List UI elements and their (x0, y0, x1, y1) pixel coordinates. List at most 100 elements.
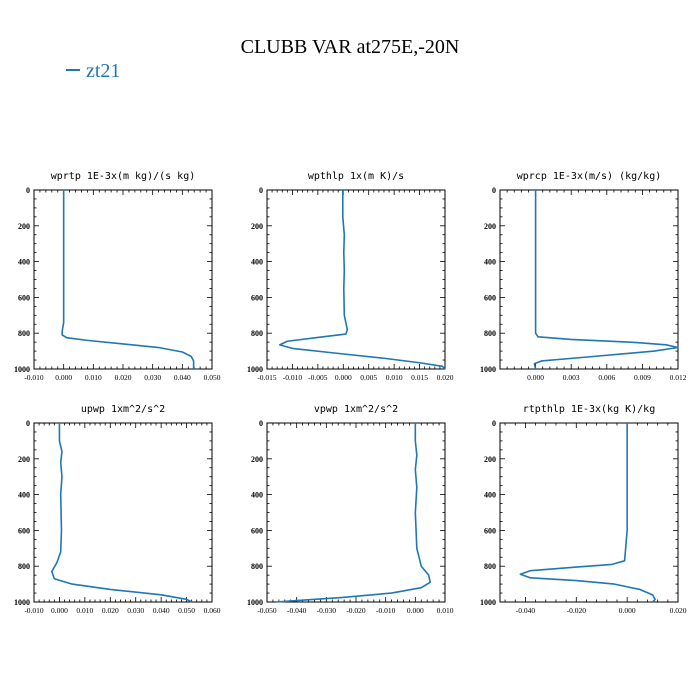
panel-title: rtpthlp 1E-3x(kg K)/kg (523, 404, 655, 415)
x-tick-label: -0.040 (287, 606, 307, 615)
legend-line-swatch (66, 69, 80, 72)
plot-frame (499, 422, 679, 603)
x-tick-label: -0.010 (283, 373, 303, 382)
x-tick-label: -0.010 (376, 606, 396, 615)
x-tick-label: -0.040 (516, 606, 536, 615)
x-tick-label: 0.020 (670, 606, 687, 615)
y-tick-label: 400 (484, 258, 496, 267)
panel-title: wprtp 1E-3x(m kg)/(s kg) (51, 171, 196, 182)
y-tick-label: 400 (18, 258, 30, 267)
y-tick-label: 1000 (480, 365, 496, 374)
y-tick-label: 400 (484, 491, 496, 500)
x-tick-label: 0.015 (411, 373, 428, 382)
y-tick-label: 200 (484, 222, 496, 231)
x-tick-label: 0.010 (386, 373, 403, 382)
x-tick-label: 0.012 (670, 373, 687, 382)
y-tick-label: 0 (492, 419, 496, 428)
y-tick-label: 800 (484, 329, 496, 338)
panel-1: wprtp 1E-3x(m kg)/(s kg) 0 200 400 600 800 100… (14, 171, 221, 382)
y-tick-label: 800 (251, 329, 263, 338)
panel-title: wpthlp 1x(m K)/s (308, 171, 404, 182)
y-tick-label: 600 (251, 293, 263, 302)
y-tick-label: 400 (18, 491, 30, 500)
page-title: CLUBB VAR at275E,-20N (240, 36, 460, 58)
series-line (61, 190, 195, 369)
y-tick-label: 0 (259, 186, 263, 195)
x-tick-label: 0.040 (174, 373, 191, 382)
y-tick-label: 600 (18, 526, 30, 535)
x-tick-label: 0.000 (55, 373, 72, 382)
panel-title: vpwp 1xm^2/s^2 (314, 404, 398, 415)
y-tick-label: 1000 (480, 598, 496, 607)
series-line (50, 423, 193, 603)
panel-5: vpwp 1xm^2/s^2 0 200 400 600 800 1000-0.050 -0.… (247, 404, 454, 615)
y-tick-label: 0 (26, 419, 30, 428)
x-tick-label: 0.050 (178, 606, 195, 615)
y-tick-label: 200 (484, 455, 496, 464)
y-tick-label: 200 (18, 222, 30, 231)
panel-3: wprcp 1E-3x(m/s) (kg/kg) 0 200 400 600 800 100… (480, 171, 687, 382)
y-tick-label: 800 (18, 562, 30, 571)
y-tick-label: 800 (251, 562, 263, 571)
y-tick-label: 600 (484, 526, 496, 535)
x-tick-label: 0.005 (360, 373, 377, 382)
x-tick-label: -0.005 (308, 373, 328, 382)
plot-frame (266, 189, 446, 370)
plot-frame (266, 422, 446, 603)
legend-label: zt21 (86, 60, 121, 82)
y-tick-label: 0 (259, 419, 263, 428)
panel-title: upwp 1xm^2/s^2 (81, 404, 165, 415)
y-tick-label: 400 (251, 258, 263, 267)
x-tick-label: -0.030 (317, 606, 337, 615)
x-tick-label: -0.020 (346, 606, 366, 615)
y-tick-label: 1000 (14, 365, 30, 374)
y-tick-label: 600 (484, 293, 496, 302)
x-tick-label: 0.010 (85, 373, 102, 382)
panel-2: wpthlp 1x(m K)/s02004006008001000-0.015-… (247, 171, 454, 382)
x-tick-label: 0.000 (619, 606, 636, 615)
x-tick-label: 0.060 (204, 606, 221, 615)
plot-frame (499, 189, 679, 370)
y-tick-label: 200 (251, 222, 263, 231)
series-line (519, 423, 656, 603)
x-tick-label: 0.003 (563, 373, 580, 382)
x-tick-label: 0.030 (127, 606, 144, 615)
x-tick-label: 0.006 (598, 373, 615, 382)
y-tick-label: 1000 (14, 598, 30, 607)
x-tick-label: 0.020 (115, 373, 132, 382)
y-tick-label: 200 (18, 455, 30, 464)
x-tick-label: 0.020 (437, 373, 454, 382)
y-tick-label: 1000 (247, 365, 263, 374)
x-tick-label: -0.020 (567, 606, 587, 615)
series-line (533, 190, 679, 370)
x-tick-label: -0.050 (257, 606, 277, 615)
x-tick-label: -0.010 (24, 373, 44, 382)
panel-6: rtpthlp 1E-3x(kg K)/kg 0 200 400 600 800 1000 -… (480, 404, 687, 615)
y-tick-label: 400 (251, 491, 263, 500)
x-tick-label: 0.000 (51, 606, 68, 615)
y-tick-label: 600 (18, 293, 30, 302)
x-tick-label: 0.030 (144, 373, 161, 382)
x-tick-label: -0.010 (24, 606, 44, 615)
x-tick-label: 0.010 (76, 606, 93, 615)
x-tick-label: 0.000 (335, 373, 352, 382)
y-tick-label: 0 (26, 186, 30, 195)
x-tick-label: 0.050 (204, 373, 221, 382)
panel-4: upwp 1xm^2/s^2 0 200 400 600 800 1000-0.010 0.0… (14, 404, 221, 615)
y-tick-label: 200 (251, 455, 263, 464)
x-tick-label: 0.020 (102, 606, 119, 615)
y-tick-label: 1000 (247, 598, 263, 607)
x-tick-label: 0.000 (527, 373, 544, 382)
y-tick-label: 0 (492, 186, 496, 195)
y-tick-label: 800 (484, 562, 496, 571)
x-tick-label: 0.040 (153, 606, 170, 615)
x-tick-label: 0.009 (634, 373, 651, 382)
plot-frame (33, 189, 213, 370)
x-tick-label: 0.000 (407, 606, 424, 615)
series-line (275, 423, 431, 603)
x-tick-label: -0.015 (257, 373, 277, 382)
y-tick-label: 600 (251, 526, 263, 535)
x-tick-label: 0.010 (437, 606, 454, 615)
panel-title: wprcp 1E-3x(m/s) (kg/kg) (517, 171, 662, 182)
